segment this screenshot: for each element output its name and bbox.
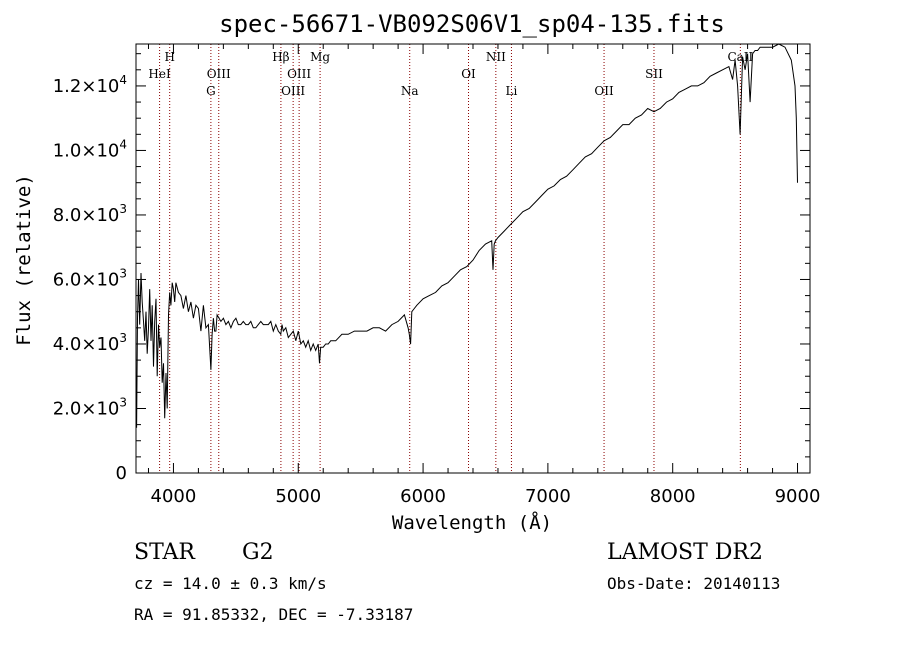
x-tick-label-5: 9000	[775, 486, 821, 507]
line-label-13: SII	[645, 67, 663, 81]
emission-line-markers: HeI H G OIII Hβ OIII OIII Mg Na OI NII Li OII SII CaII	[148, 44, 754, 473]
line-label-0: HeI	[148, 67, 171, 81]
y-tick-label-3: 6.0×103	[53, 266, 127, 290]
line-label-12: OII	[594, 84, 614, 98]
x-tick-label-3: 7000	[525, 486, 571, 507]
line-label-3: OIII	[207, 67, 231, 81]
plot-frame	[135, 43, 811, 474]
y-axis-label: Flux (relative)	[13, 174, 35, 346]
line-label-10: NII	[486, 50, 506, 64]
line-label-1: H	[164, 50, 174, 64]
chart-title: spec-56671-VB092S06V1_sp04-135.fits	[219, 10, 725, 38]
x-tick-label-0: 4000	[151, 486, 197, 507]
line-label-5: OIII	[281, 84, 305, 98]
line-label-9: OI	[461, 67, 476, 81]
survey-name: LAMOST DR2	[607, 540, 763, 565]
object-subclass: G2	[242, 540, 274, 565]
line-label-6: OIII	[287, 67, 311, 81]
y-tick-label-5: 1.0×104	[53, 137, 127, 161]
redshift-readout: cz = 14.0 ± 0.3 km/s	[134, 574, 327, 593]
y-tick-label-1: 2.0×103	[53, 395, 127, 419]
obs-date: Obs-Date: 20140113	[607, 574, 780, 593]
line-label-8: Na	[401, 84, 419, 98]
y-tick-label-6: 1.2×104	[53, 73, 127, 97]
line-label-7: Mg	[310, 50, 330, 64]
y-tick-label-0: 0	[116, 463, 127, 484]
y-tick-label-2: 4.0×103	[53, 331, 127, 355]
line-label-4: Hβ	[272, 50, 289, 64]
x-axis: 4000 5000 6000 7000 8000 9000	[147, 44, 821, 507]
line-label-11: Li	[506, 84, 518, 98]
x-axis-label: Wavelength (Å)	[392, 511, 552, 534]
x-tick-label-4: 8000	[650, 486, 696, 507]
x-tick-label-1: 5000	[275, 486, 321, 507]
spectrum-line	[136, 43, 798, 428]
x-tick-label-2: 6000	[400, 486, 446, 507]
object-class: STAR	[134, 540, 196, 565]
y-tick-label-4: 8.0×103	[53, 202, 127, 226]
y-axis: 0 2.0×103 4.0×103 6.0×103 8.0×103 1.0×104 1.2×…	[53, 53, 810, 484]
coordinates: RA = 91.85332, DEC = -7.33187	[134, 605, 413, 624]
line-label-14: CaII	[727, 50, 753, 64]
line-label-2: G	[206, 84, 216, 98]
